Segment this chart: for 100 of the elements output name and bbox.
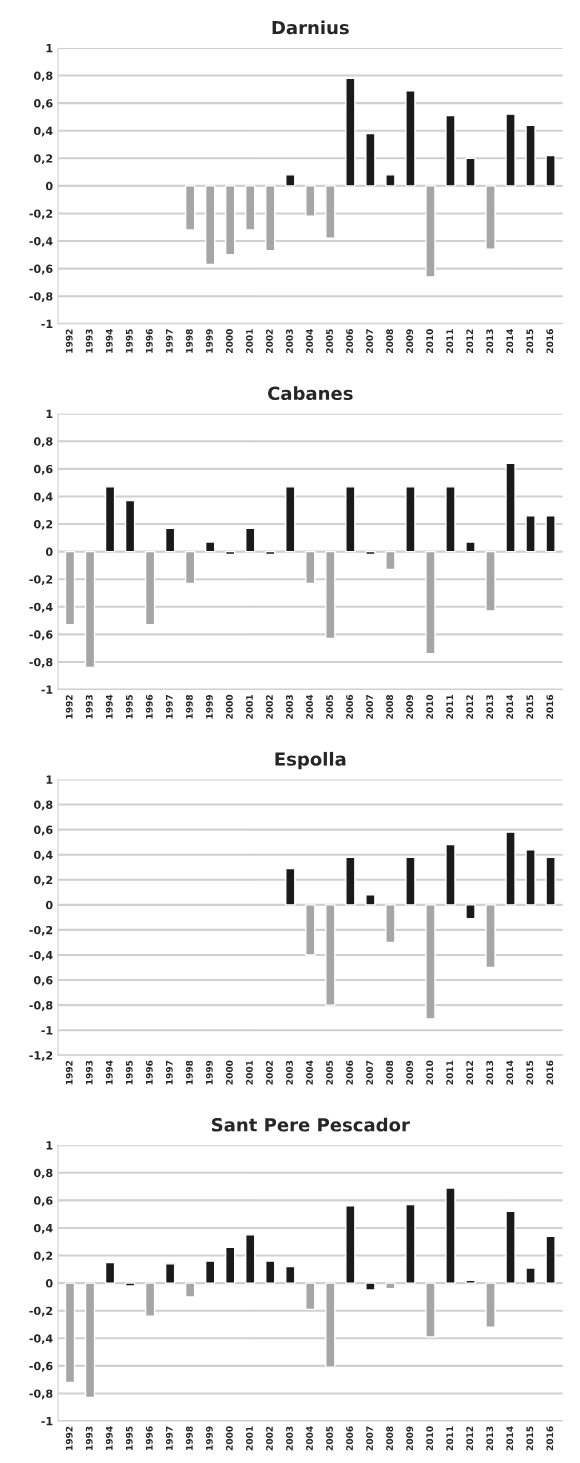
bar (485, 904, 496, 969)
x-tick-label: 2003 (286, 1426, 293, 1451)
x-tick-label: 2001 (246, 329, 253, 354)
x-tick-label: 2011 (446, 1060, 454, 1085)
y-tick-label: 0,4 (33, 126, 53, 137)
bar (485, 1282, 496, 1328)
bar (405, 1203, 416, 1284)
x-tick-label: 1997 (165, 695, 173, 719)
bar (285, 486, 296, 553)
x-tick-label: 1993 (85, 329, 93, 353)
y-tick-label: 0 (45, 900, 53, 910)
bar (225, 1246, 236, 1284)
x-tick-label: 1995 (125, 694, 133, 719)
bar (305, 1282, 316, 1311)
bar (265, 550, 276, 556)
x-tick-label: 2001 (246, 1426, 253, 1451)
y-tick-label: 0,2 (33, 154, 53, 165)
bar (64, 1282, 76, 1384)
bar (104, 1261, 116, 1284)
x-tick-label: 2007 (366, 329, 373, 354)
x-tick-label: 2005 (326, 1060, 333, 1085)
bar (425, 904, 436, 1020)
bar (225, 185, 236, 256)
bar (265, 185, 276, 252)
bar (204, 541, 216, 553)
x-tick-label: 2012 (466, 695, 474, 719)
bar (445, 486, 456, 553)
bar (184, 1282, 196, 1298)
y-tick-label: -0,4 (29, 237, 53, 247)
y-tick-label: 1 (46, 44, 53, 53)
x-tick-label: 2011 (446, 329, 454, 354)
x-tick-label: 2011 (446, 694, 454, 719)
x-tick-label: 2004 (306, 1426, 313, 1451)
bar (265, 1260, 276, 1284)
x-tick-label: 2016 (546, 1060, 554, 1085)
bar (505, 113, 516, 187)
x-tick-label: 2015 (526, 1426, 534, 1451)
bar (465, 157, 476, 187)
bar (525, 124, 536, 187)
y-tick-label: -0,8 (29, 292, 53, 302)
bar (525, 1267, 536, 1284)
y-tick-label: -0,8 (29, 1001, 53, 1011)
x-tick-label: 1992 (65, 1060, 73, 1085)
y-tick-label: 1 (46, 775, 53, 784)
bar (245, 185, 256, 231)
bar (84, 550, 96, 669)
x-tick-label: 1994 (105, 1060, 113, 1085)
bar (305, 185, 316, 217)
bar (104, 486, 116, 553)
x-tick-label: 2015 (526, 329, 534, 354)
x-tick-label: 2013 (486, 1426, 494, 1451)
y-tick-label: -0,2 (29, 925, 53, 936)
bar (124, 499, 136, 553)
x-tick-label: 1999 (205, 694, 213, 719)
y-tick-label: -1 (41, 319, 53, 328)
y-tick-label: -0,6 (29, 1361, 53, 1372)
x-tick-label: 2007 (366, 695, 373, 719)
x-tick-label: 2013 (486, 695, 494, 719)
bar (164, 1263, 176, 1284)
x-tick-label: 1993 (85, 1426, 93, 1450)
y-tick-label: 0,4 (33, 492, 53, 503)
x-tick-label: 2006 (346, 1426, 353, 1451)
y-tick-label: 0 (45, 1279, 53, 1288)
x-tick-label: 2004 (306, 329, 313, 354)
x-tick-label: 1994 (105, 694, 113, 719)
x-tick-label: 1992 (65, 695, 73, 719)
x-tick-label: 2006 (346, 329, 353, 354)
y-tick-label: 1 (46, 1141, 53, 1150)
x-tick-label: 2010 (426, 1060, 434, 1085)
y-tick-label: 0,2 (33, 520, 53, 530)
x-tick-label: 2016 (546, 1426, 554, 1451)
y-tick-label: -1 (41, 685, 53, 694)
y-tick-label: 0,4 (33, 1223, 53, 1234)
bar (545, 1235, 556, 1284)
x-tick-label: 2013 (486, 1060, 494, 1085)
chart-title: Sant Pere Pescador (211, 1117, 410, 1132)
x-tick-label: 2014 (506, 1060, 514, 1085)
y-tick-label: 0,8 (33, 800, 53, 811)
bar (345, 856, 356, 906)
bar (144, 1282, 156, 1317)
x-tick-label: 1996 (145, 329, 153, 353)
bar (305, 550, 316, 585)
bar (164, 527, 176, 553)
bar (64, 550, 76, 626)
x-tick-label: 2007 (366, 1060, 373, 1085)
bar (325, 550, 336, 640)
x-tick-label: 1992 (65, 329, 73, 353)
bar (204, 185, 216, 266)
y-tick-label: 0,6 (33, 976, 53, 986)
x-tick-label: 2014 (506, 329, 514, 354)
x-tick-label: 1999 (205, 1426, 213, 1450)
y-tick-label: 1 (46, 409, 53, 418)
chart-title: Espolla (275, 751, 346, 770)
y-tick-label: 0,6 (33, 1196, 53, 1207)
bar (485, 185, 496, 250)
x-tick-label: 1998 (185, 694, 193, 719)
x-tick-label: 2014 (506, 1426, 514, 1451)
y-tick-label: 0,6 (33, 99, 53, 109)
x-tick-label: 2000 (226, 1060, 233, 1085)
x-tick-label: 2000 (226, 329, 233, 354)
